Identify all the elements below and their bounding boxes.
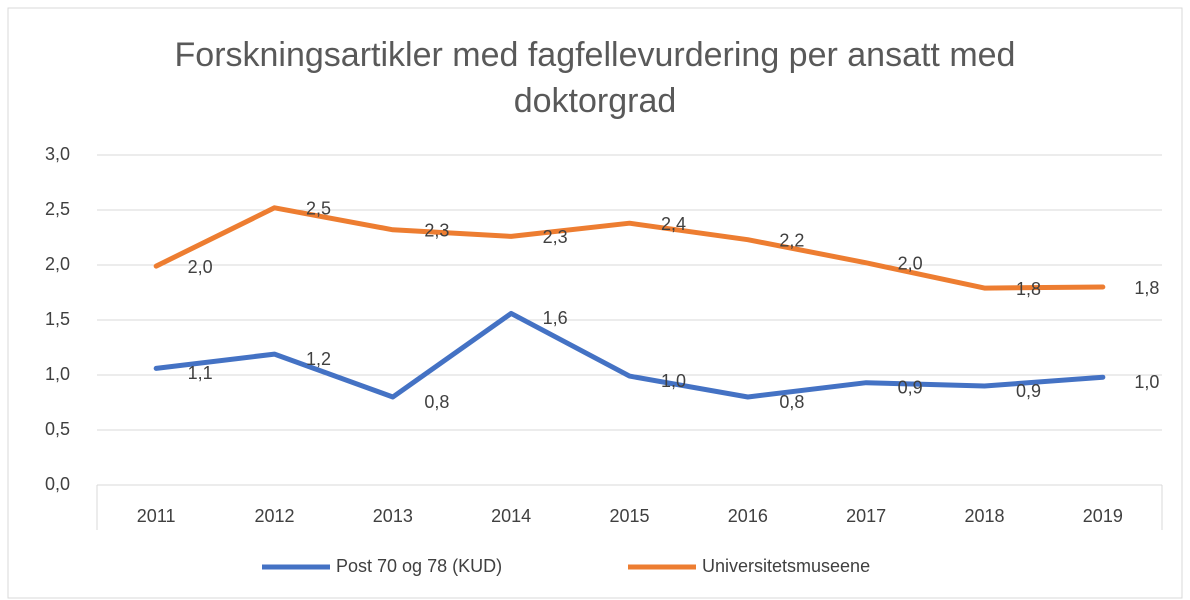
data-label: 2,0 bbox=[898, 254, 923, 274]
y-tick-label: 3,0 bbox=[45, 144, 70, 164]
data-label: 0,8 bbox=[779, 392, 804, 412]
data-label: 2,3 bbox=[543, 227, 568, 247]
data-label: 1,0 bbox=[661, 371, 686, 391]
x-tick-label: 2012 bbox=[254, 506, 294, 526]
y-tick-label: 2,0 bbox=[45, 254, 70, 274]
x-tick-label: 2014 bbox=[491, 506, 531, 526]
data-label: 1,0 bbox=[1134, 372, 1159, 392]
data-label: 2,5 bbox=[306, 199, 331, 219]
data-label: 0,8 bbox=[424, 392, 449, 412]
data-label: 2,2 bbox=[779, 230, 804, 250]
data-label: 1,1 bbox=[188, 363, 213, 383]
x-tick-label: 2011 bbox=[137, 506, 176, 526]
x-tick-label: 2019 bbox=[1083, 506, 1123, 526]
series-line bbox=[153, 205, 1106, 291]
x-tick-label: 2015 bbox=[609, 506, 649, 526]
data-label: 1,2 bbox=[306, 349, 331, 369]
chart-title: Forskningsartikler med fagfellevurdering… bbox=[174, 36, 1016, 120]
y-tick-label: 1,0 bbox=[45, 364, 70, 384]
chart-border bbox=[7, 7, 1183, 599]
y-tick-label: 1,5 bbox=[45, 309, 70, 329]
data-label: 2,0 bbox=[188, 257, 213, 277]
y-tick-label: 0,5 bbox=[45, 419, 70, 439]
data-label: 0,9 bbox=[898, 377, 923, 397]
x-tick-label: 2016 bbox=[728, 506, 768, 526]
data-label: 0,9 bbox=[1016, 381, 1041, 401]
series-line bbox=[153, 310, 1106, 400]
data-label: 1,8 bbox=[1016, 279, 1041, 299]
legend-label: Post 70 og 78 (KUD) bbox=[336, 556, 502, 576]
legend-label: Universitetsmuseene bbox=[702, 556, 870, 576]
data-label: 1,6 bbox=[543, 308, 568, 328]
data-label: 1,8 bbox=[1134, 278, 1159, 298]
x-tick-label: 2013 bbox=[373, 506, 413, 526]
data-label: 2,4 bbox=[661, 214, 686, 234]
x-tick-label: 2017 bbox=[846, 506, 886, 526]
y-tick-label: 0,0 bbox=[45, 474, 70, 494]
data-label: 2,3 bbox=[424, 221, 449, 241]
y-tick-label: 2,5 bbox=[45, 199, 70, 219]
x-tick-label: 2018 bbox=[964, 506, 1004, 526]
